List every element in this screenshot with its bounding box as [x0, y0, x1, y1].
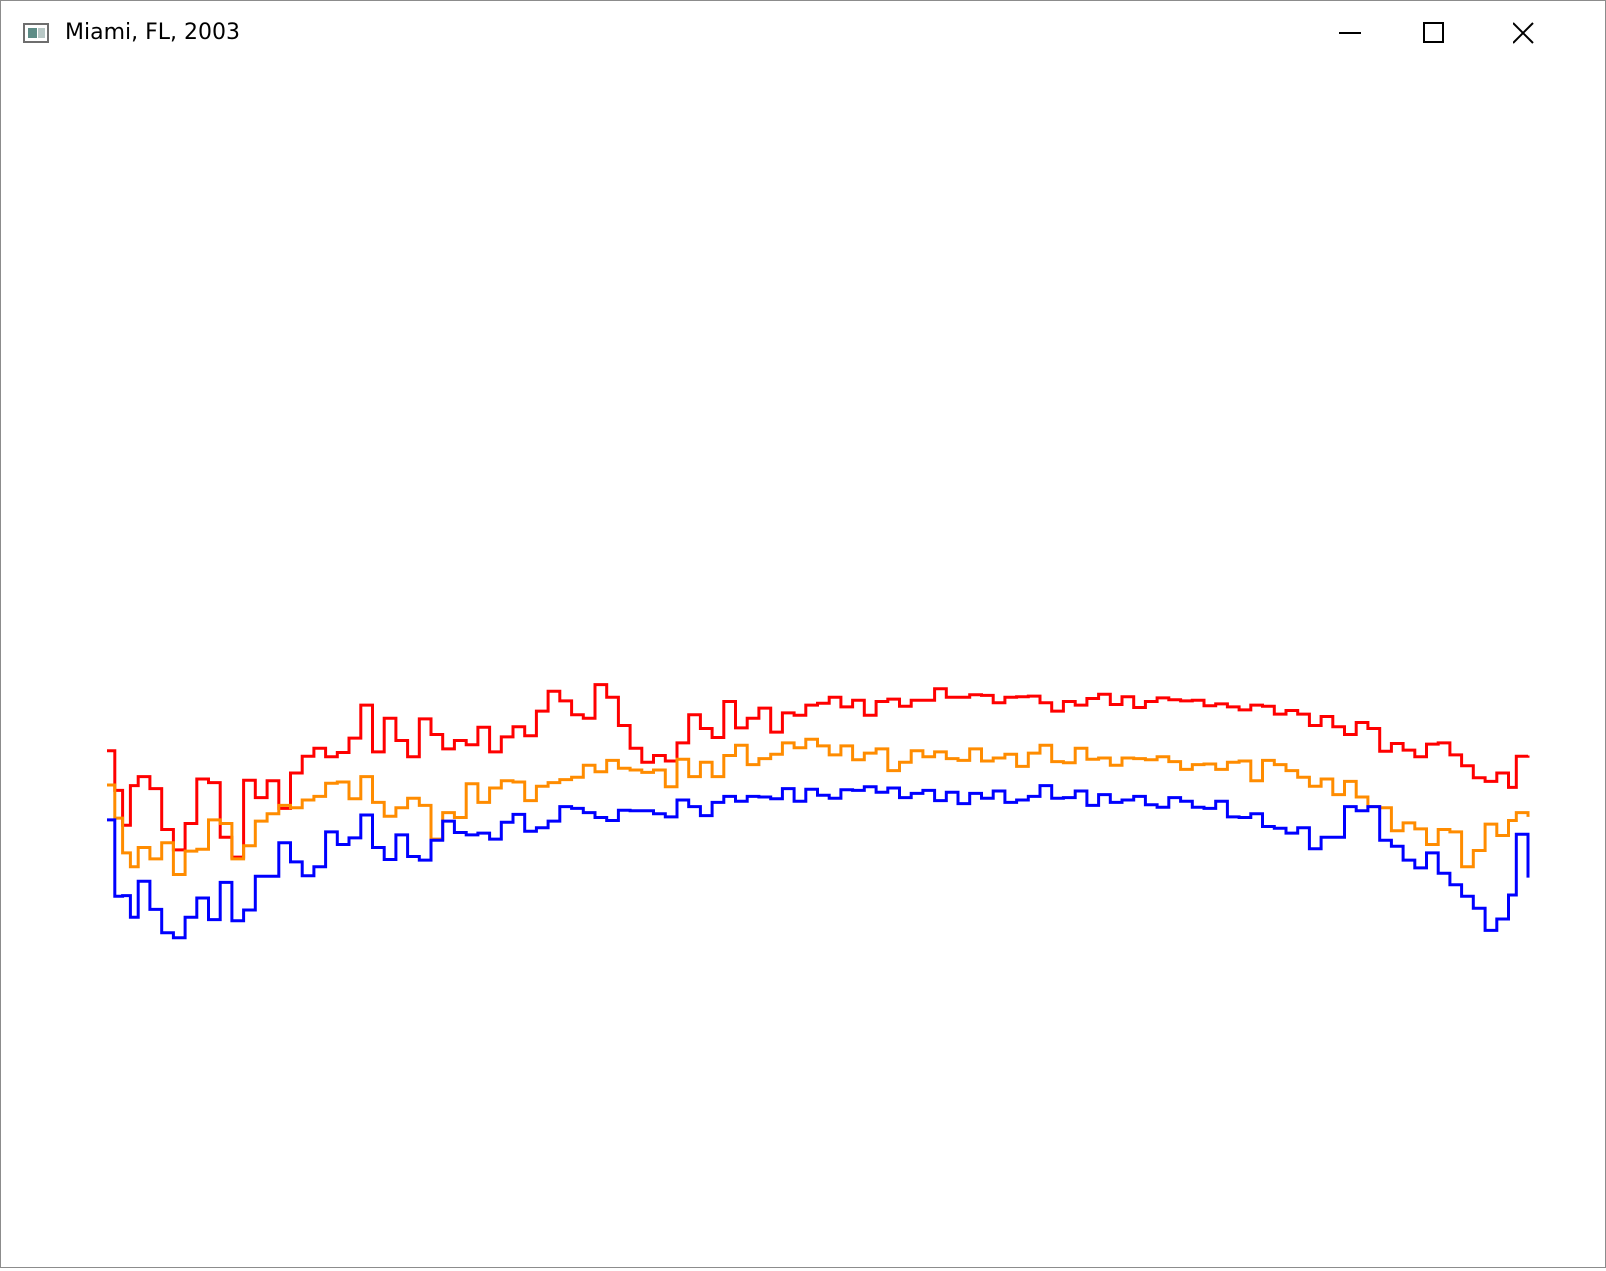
minimize-button[interactable] — [1331, 1, 1423, 65]
title-bar[interactable]: Miami, FL, 2003 — [1, 1, 1605, 65]
app-icon-pane — [28, 28, 37, 38]
minimize-icon — [1339, 32, 1361, 34]
series-line-1 — [107, 683, 1530, 859]
maximize-icon — [1423, 22, 1444, 43]
series-line-2 — [107, 737, 1530, 876]
close-icon — [1513, 22, 1534, 44]
app-icon-pane-light — [38, 28, 45, 38]
plot-area — [1, 65, 1605, 1267]
temperature-chart — [107, 683, 1530, 940]
series-line-3 — [107, 784, 1530, 940]
window-app-icon[interactable] — [23, 23, 49, 43]
window-title: Miami, FL, 2003 — [65, 20, 240, 45]
maximize-button[interactable] — [1423, 1, 1515, 65]
close-button[interactable] — [1513, 1, 1605, 65]
